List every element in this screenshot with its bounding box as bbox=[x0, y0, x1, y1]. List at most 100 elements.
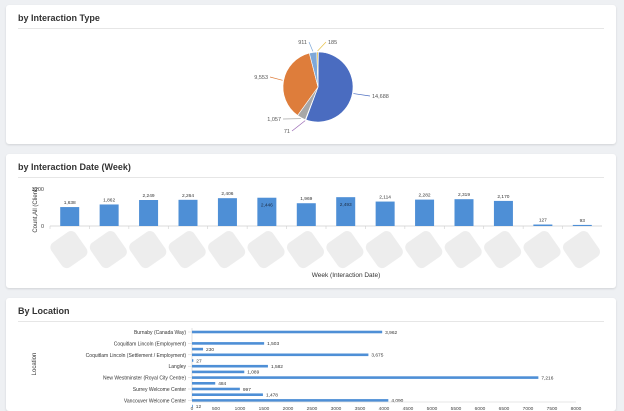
location-bar bbox=[192, 382, 216, 385]
x-tick-label: 2000 bbox=[283, 406, 294, 411]
x-tick-label-redacted bbox=[286, 231, 325, 269]
week-bar-label: 2,264 bbox=[182, 193, 194, 199]
pie-leader-line bbox=[269, 76, 283, 81]
x-tick-label-redacted bbox=[168, 231, 206, 269]
x-tick-label-redacted bbox=[562, 231, 601, 269]
x-tick-label: 7500 bbox=[547, 406, 558, 411]
x-axis-title: Week (Interaction Date) bbox=[312, 272, 381, 279]
x-tick-label: 6500 bbox=[499, 406, 510, 411]
location-bar-chart: Location Burnaby (Canada Way) Coquitlam Li… bbox=[32, 328, 582, 411]
x-tick-label: 6000 bbox=[475, 406, 486, 411]
week-bar bbox=[257, 197, 277, 226]
location-bar-label: 1,582 bbox=[271, 364, 283, 370]
x-tick-label: 5500 bbox=[451, 406, 462, 411]
x-tick-label: 500 bbox=[212, 406, 220, 411]
week-bar bbox=[99, 204, 119, 226]
location-bar-label: 997 bbox=[243, 387, 251, 393]
card-divider bbox=[18, 28, 604, 29]
x-tick-label: 4500 bbox=[403, 406, 414, 411]
location-label: Langley bbox=[168, 364, 186, 370]
location-bar bbox=[192, 347, 204, 351]
location-bar bbox=[192, 364, 268, 368]
x-tick-label: 1000 bbox=[235, 406, 246, 411]
x-tick-label-redacted bbox=[444, 231, 482, 269]
y-tick-label: 0 bbox=[41, 224, 44, 230]
week-bar bbox=[572, 224, 592, 226]
week-bar bbox=[336, 197, 356, 226]
pie-data-label: 1,057 bbox=[267, 117, 281, 123]
week-bar bbox=[60, 207, 80, 226]
week-bar-label: 2,446 bbox=[261, 203, 273, 209]
pie-data-label: 14,688 bbox=[372, 94, 389, 100]
location-bar-label: 12 bbox=[196, 404, 202, 410]
pie-slice bbox=[316, 51, 319, 88]
week-bar-label: 2,319 bbox=[458, 192, 470, 198]
x-tick-label: 0 bbox=[191, 406, 194, 411]
location-bar-label: 4,090 bbox=[391, 398, 403, 404]
week-bar-label: 2,114 bbox=[379, 195, 391, 201]
pie-data-label: 71 bbox=[284, 129, 290, 135]
pie-data-label: 9,553 bbox=[254, 75, 268, 81]
week-bar-chart: Count,All (Client)3200 0 1,638 1,862 2,249 2,… bbox=[32, 187, 602, 279]
week-bar-label: 2,249 bbox=[143, 193, 155, 199]
week-bar bbox=[178, 199, 198, 226]
pie-leader-line bbox=[353, 93, 371, 97]
week-bar bbox=[454, 199, 474, 226]
week-bar-label: 2,493 bbox=[340, 202, 352, 208]
week-bar bbox=[296, 203, 316, 226]
location-bar-label: 3,962 bbox=[385, 330, 397, 336]
x-tick-label-redacted bbox=[247, 231, 285, 269]
y-tick-label: 3200 bbox=[32, 187, 44, 193]
x-tick-label-redacted bbox=[50, 231, 88, 269]
pie-data-label: 911 bbox=[298, 40, 307, 46]
pie-leader-line bbox=[308, 41, 314, 52]
y-axis-title: Count,All (Client) bbox=[33, 187, 39, 232]
x-tick-label: 8000 bbox=[571, 406, 582, 411]
x-tick-label-redacted bbox=[484, 231, 522, 269]
location-bar bbox=[192, 376, 539, 379]
interaction-type-card: by Interaction Type 14,688 71 1,057 9,553 91… bbox=[6, 5, 616, 144]
x-tick-label-redacted bbox=[89, 231, 127, 269]
location-bar bbox=[192, 387, 240, 391]
location-bar-label: 7,216 bbox=[541, 375, 553, 381]
location-bar-label: 3,675 bbox=[371, 353, 383, 359]
x-tick-label-redacted bbox=[208, 231, 246, 269]
location-bar-label: 1,503 bbox=[267, 341, 279, 347]
x-tick-label-redacted bbox=[326, 231, 364, 269]
location-label: Coquitlam Lincoln (Employment) bbox=[114, 341, 187, 347]
location-bar-label: 1,089 bbox=[247, 370, 259, 376]
location-title: By Location bbox=[18, 306, 70, 316]
pie-chart: 14,688 711,057 9,553 911 185 bbox=[254, 40, 389, 135]
x-tick-label: 2500 bbox=[307, 406, 318, 411]
week-bar-label: 1,862 bbox=[103, 197, 115, 203]
location-bar bbox=[192, 342, 265, 345]
week-bar-label: 2,406 bbox=[221, 191, 233, 197]
week-bar-label: 127 bbox=[539, 218, 547, 224]
location-label: Burnaby (Canada Way) bbox=[134, 330, 186, 336]
location-label: Surrey Welcome Center bbox=[133, 387, 187, 393]
interaction-type-title: by Interaction Type bbox=[18, 13, 100, 23]
location-bar-label: 27 bbox=[196, 358, 202, 364]
location-bar bbox=[192, 404, 193, 408]
interaction-week-title: by Interaction Date (Week) bbox=[18, 162, 131, 172]
week-bar-label: 2,170 bbox=[497, 194, 509, 200]
week-bar bbox=[139, 200, 159, 226]
location-label: Coquitlam Lincoln (Settlement / Employme… bbox=[86, 353, 187, 359]
x-tick-label: 1500 bbox=[259, 406, 270, 411]
interaction-week-card: by Interaction Date (Week) Count,All (Cl… bbox=[6, 154, 616, 288]
x-tick-label: 7000 bbox=[523, 406, 534, 411]
location-bar-label: 230 bbox=[206, 347, 214, 353]
location-label: Vancouver Welcome Center bbox=[124, 398, 186, 404]
x-tick-label: 5000 bbox=[427, 406, 438, 411]
card-divider bbox=[18, 321, 604, 322]
week-bar-label: 1,969 bbox=[300, 196, 312, 202]
pie-slice bbox=[305, 51, 354, 123]
x-tick-label-redacted bbox=[523, 231, 561, 269]
pie-leader-line bbox=[317, 41, 327, 52]
location-bar bbox=[192, 370, 245, 374]
location-card: By Location Location Burnaby (Canada Way)… bbox=[6, 298, 616, 411]
location-bar bbox=[192, 393, 263, 396]
week-bar bbox=[493, 200, 513, 226]
card-divider bbox=[18, 177, 604, 178]
location-bar bbox=[192, 353, 369, 357]
